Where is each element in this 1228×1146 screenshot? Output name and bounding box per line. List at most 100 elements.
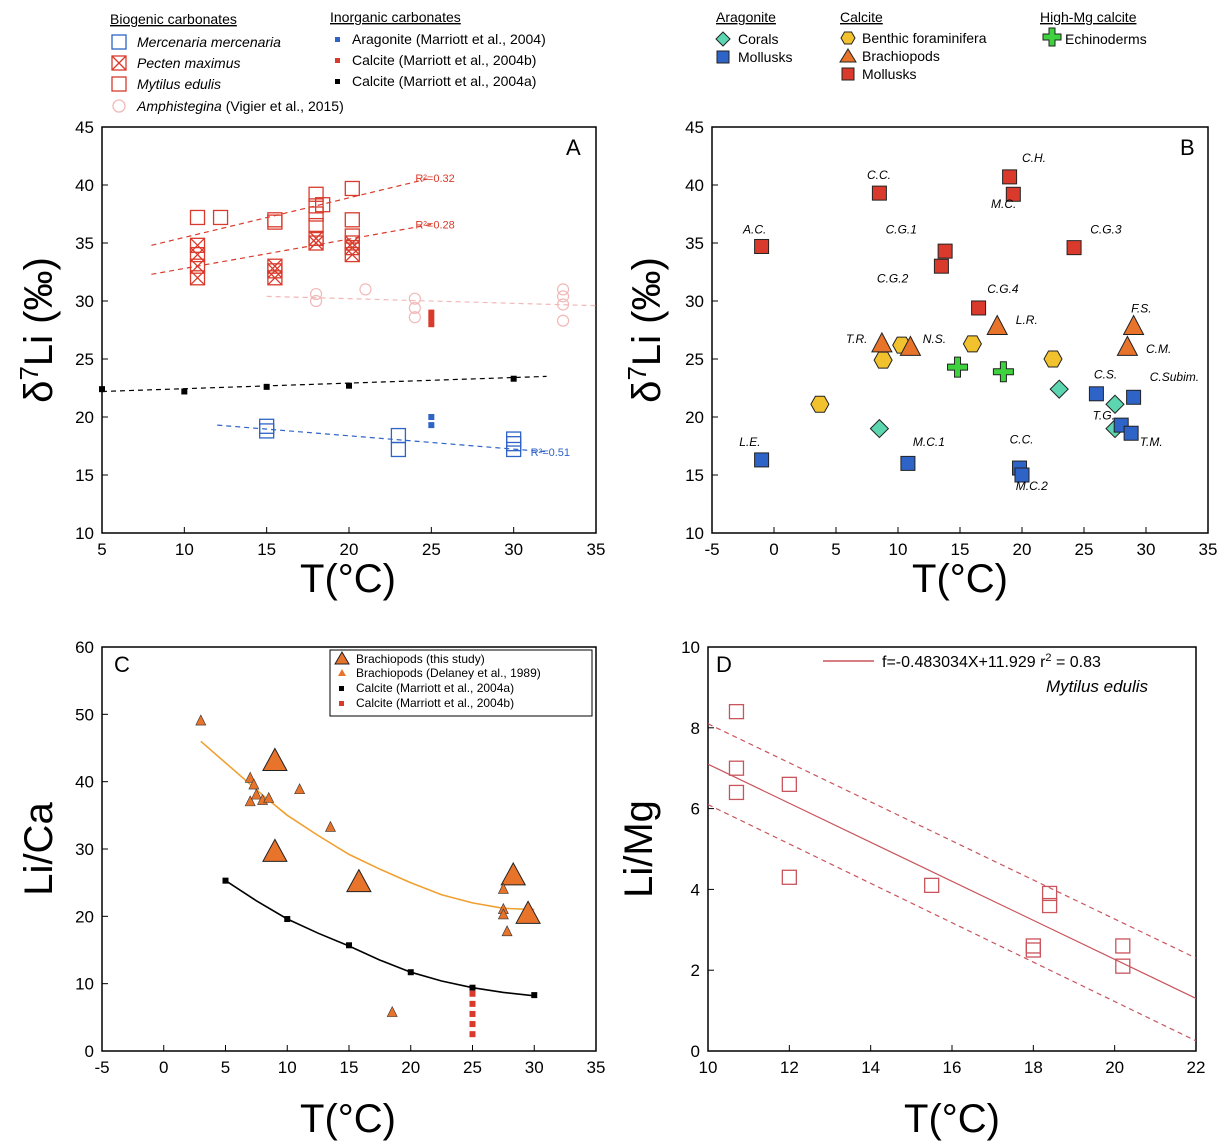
legend-brachiopods-label: Brachiopods [862, 48, 940, 64]
panel-a-letter: A [566, 135, 581, 160]
panel-d-mytilus-edulis-point [1025, 942, 1041, 958]
panel-d-ytick-label: 2 [691, 961, 700, 980]
legend-brachiopods-marker [839, 48, 857, 63]
panel-a-pecten-maximus-point-box [267, 258, 283, 274]
panel-a-amphistegina-point [309, 287, 323, 301]
legend-panel-d: f=-0.483034X+11.929 r2 = 0.83 Mytilus ed… [823, 652, 1149, 696]
panel-a-pecten-maximus-point [189, 237, 206, 253]
panel-b-ytick-label: 25 [685, 350, 704, 369]
panel-c-brachiopods-delaney-et-al-1989-point [250, 788, 262, 800]
panel-b-site-label: C.C. [867, 168, 891, 182]
legend-echinoderms-marker [1042, 27, 1062, 47]
panel-a-fit-line [151, 177, 432, 246]
panel-a-mercenaria-mercenaria-point [390, 441, 407, 458]
panel-a-mytilus-edulis-point [189, 209, 206, 226]
panel-b-ytick-label: 10 [685, 524, 704, 543]
panel-b-mollusks-aragonite-point [900, 455, 916, 471]
legend-c-brach-delaney-label: Brachiopods (Delaney et al., 1989) [356, 666, 541, 680]
panel-b-site-label: T.M. [1140, 435, 1163, 449]
panel-a-amphistegina-point [408, 301, 421, 315]
legend-panel-b: Aragonite Calcite High-Mg calcite Corals… [715, 9, 1147, 82]
panel-a-fit-label: R²=0.51 [531, 447, 570, 459]
legend-header-inorganic: Inorganic carbonates [330, 9, 461, 25]
panel-c-ytick-label: 20 [75, 907, 94, 926]
panel-a-ytick-label: 30 [75, 292, 94, 311]
panel-b-mollusks-calcite-point [933, 258, 949, 274]
panel-b-xtick-label: -5 [704, 540, 719, 559]
panel-d-xtick-label: 20 [1105, 1058, 1124, 1077]
panel-d-mytilus-edulis-point [1115, 938, 1131, 954]
panel-a-frame [101, 126, 597, 534]
legend-c-calcite-a-marker [339, 686, 344, 691]
panel-a-amphistegina-point [309, 294, 323, 308]
panel-b-mollusks-calcite-point [971, 300, 987, 316]
legend-calcite-b-label: Calcite (Marriott et al., 2004b) [352, 52, 536, 68]
legend-mollusks-arag-label: Mollusks [738, 49, 792, 65]
panel-a-xtick-label: 20 [340, 540, 359, 559]
panel-a-xtick-label: 25 [422, 540, 441, 559]
panel-d-ytick-label: 0 [691, 1042, 700, 1061]
legend-calcite-b-marker [335, 58, 340, 63]
panel-c-brachiopods-delaney-et-al-1989-point [294, 783, 306, 795]
panel-a-calcite-marriott-et-al-2004a-point [263, 383, 270, 390]
panel-a-calcite-marriott-et-al-2004b-point [428, 315, 435, 322]
legend-d-fit-label: f=-0.483034X+11.929 r2 = 0.83 [882, 652, 1101, 671]
panel-b-xtick-label: 10 [889, 540, 908, 559]
panel-c-brachiopods-delaney-et-al-1989-point [248, 778, 260, 790]
panel-a-mercenaria-mercenaria-point [259, 418, 275, 434]
panel-c-brachiopods-this-study-point [346, 868, 372, 893]
panel-b-mollusks-calcite-point [937, 243, 953, 259]
panel-b-benthic-foraminifera-point [810, 395, 830, 413]
panel-a-amphistegina-point [408, 292, 421, 305]
panel-b-site-label: T.G. [1093, 408, 1115, 422]
panel-d-frame [707, 646, 1197, 1052]
panel-b-mollusks-aragonite-point [1014, 467, 1030, 483]
panel-d-mytilus-edulis-point [728, 703, 745, 720]
panel-a-ytick-label: 15 [75, 466, 94, 485]
panel-d-xtick-label: 10 [699, 1058, 718, 1077]
panel-d-xtick-label: 18 [1024, 1058, 1043, 1077]
panel-a-mercenaria-mercenaria-point [390, 427, 407, 444]
panel-b-site-label: T.R. [846, 332, 868, 346]
legend-benthic-label: Benthic foraminifera [862, 30, 987, 46]
legend-calcite-a-label: Calcite (Marriott et al., 2004a) [352, 73, 536, 89]
panel-b-xtick-label: 5 [831, 540, 840, 559]
legend-mytilus-label: Mytilus edulis [137, 76, 221, 92]
panel-c-xtick-label: 15 [340, 1058, 359, 1077]
panel-b-xtick-label: 0 [769, 540, 778, 559]
panel-c-ytick-label: 60 [75, 638, 94, 657]
panel-c-xtick-label: 5 [221, 1058, 230, 1077]
panel-b-site-label: M.C.1 [913, 435, 945, 449]
panel-a-ytick-label: 10 [75, 524, 94, 543]
panel-d-fit-line [708, 763, 1196, 999]
legend-c-calcite-b-marker [339, 701, 344, 706]
panel-b-benthic-foraminifera-point [1043, 350, 1063, 368]
panel-a-calcite-marriott-et-al-2004a-point [346, 382, 352, 389]
panel-c-ytick-label: 40 [75, 773, 94, 792]
legend-echinoderms-label: Echinoderms [1065, 31, 1147, 47]
panel-d-ytick-label: 10 [681, 638, 700, 657]
panel-a-amphistegina-point [556, 298, 570, 311]
panel-c-brachiopods-delaney-et-al-1989-point [497, 908, 509, 920]
panel-b-xtick-label: 15 [951, 540, 970, 559]
panel-a-mytilus-edulis-point [212, 209, 229, 226]
panel-c-xtick-label: 20 [401, 1058, 420, 1077]
panel-c-xtick-label: 10 [278, 1058, 297, 1077]
panel-c-calcite-marriott-et-al-2004b-point [469, 990, 476, 997]
panel-b-brachiopods-point [986, 314, 1009, 336]
panel-c-brachiopods-delaney-et-al-1989-point [244, 771, 256, 783]
panel-c-trend-curve [225, 879, 535, 997]
panel-b-site-label: C.G.1 [886, 223, 917, 237]
panel-d-fit-line [708, 804, 1196, 1042]
panel-c-trend-curve [200, 740, 535, 911]
panel-b-mollusks-calcite-point [754, 238, 770, 254]
legend-header-biogenic: Biogenic carbonates [110, 11, 237, 27]
panel-a-mercenaria-mercenaria-point [259, 423, 275, 439]
panel-a-amphistegina-point [556, 290, 570, 303]
panel-a-pecten-maximus-point-box [308, 230, 324, 247]
legend-pecten-label: Pecten maximus [137, 55, 240, 71]
panel-b-mollusks-calcite-point [1005, 186, 1021, 202]
legend-mollusks-arag-marker [716, 50, 730, 64]
panel-c-calcite-marriott-et-al-2004a-point [284, 916, 291, 923]
